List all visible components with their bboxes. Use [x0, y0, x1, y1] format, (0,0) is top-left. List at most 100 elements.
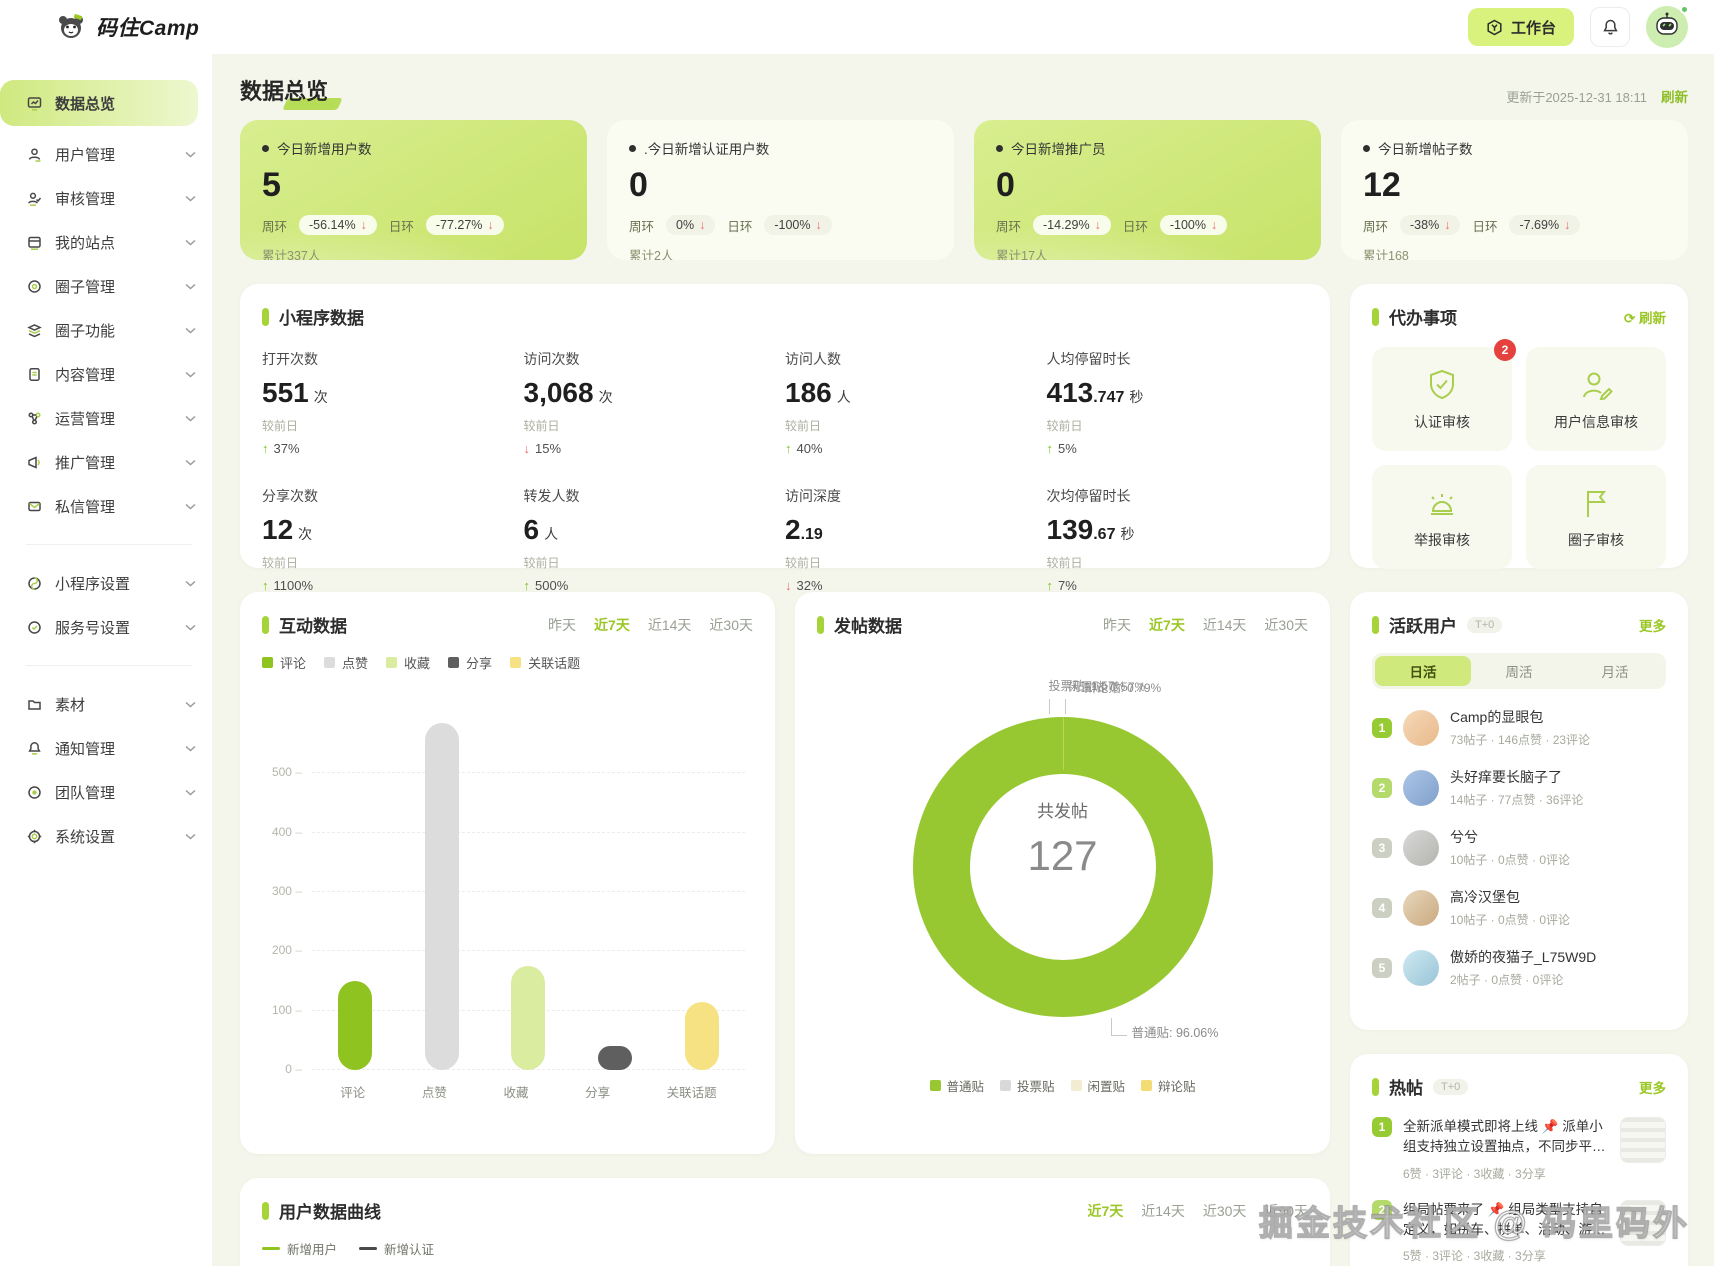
legend-item[interactable]: 普通贴 [929, 1076, 984, 1095]
legend-item[interactable]: 分享 [448, 653, 492, 672]
sidebar-item-content-management[interactable]: 内容管理 [0, 352, 212, 396]
sidebar-item-team-management[interactable]: 团队管理 [0, 770, 212, 814]
tab-daily-active[interactable]: 日活 [1375, 656, 1471, 686]
title-accent-bar [817, 615, 824, 634]
metric-delta: ↑ 5% [1046, 441, 1077, 456]
filter-30days[interactable]: 近30天 [709, 616, 753, 633]
todo-certification-review[interactable]: 2 认证审核 [1372, 339, 1516, 451]
sidebar-item-service-account-settings[interactable]: 服务号设置 [0, 605, 212, 649]
avatar [1403, 769, 1439, 806]
mail-icon [26, 498, 43, 515]
filter-7days[interactable]: 近7天 [594, 616, 630, 633]
posts-donut-chart[interactable] [912, 717, 1213, 1017]
user-list-item[interactable]: 2 头好痒要长脑子了 14帖子 · 77点赞 · 36评论 [1372, 757, 1666, 817]
user-avatar[interactable] [1646, 5, 1689, 48]
legend-item[interactable]: 闲置贴 [1070, 1076, 1125, 1095]
refresh-link[interactable]: 刷新 [1661, 90, 1688, 105]
sidebar-item-user-management[interactable]: 用户管理 [0, 132, 212, 176]
legend-item[interactable]: 收藏 [386, 653, 430, 672]
sidebar-item-review-management[interactable]: 审核管理 [0, 176, 212, 220]
filter-yesterday[interactable]: 昨天 [1103, 616, 1132, 633]
todo-circle-review[interactable]: 圈子审核 [1526, 465, 1666, 569]
hot-post-item[interactable]: 2 组局帖要来了 📌 组局类型支持自定义，如拼车、拼单、活动、游戏开黑... 5… [1372, 1199, 1666, 1265]
bar-收藏[interactable] [511, 966, 546, 1070]
chevron-down-icon [185, 701, 196, 708]
rank-badge: 5 [1372, 957, 1392, 978]
sidebar-item-private-messages[interactable]: 私信管理 [0, 484, 212, 528]
tab-monthly-active[interactable]: 月活 [1601, 665, 1629, 680]
bullet-dot [629, 144, 636, 152]
stat-card-new-posts[interactable]: 今日新增帖子数 12 周环 -38% ↓ 日环 -7.69% ↓ 累计168 [1341, 120, 1688, 260]
user-list-item[interactable]: 3 兮兮 10帖子 · 0点赞 · 0评论 [1372, 817, 1666, 877]
todo-refresh-link[interactable]: ⟳ 刷新 [1623, 310, 1666, 326]
metric-compare-label: 较前日 [1046, 556, 1083, 570]
sidebar-item-my-site[interactable]: 我的站点 [0, 220, 212, 264]
filter-90days[interactable]: 近90天 [1264, 1202, 1308, 1219]
legend-item[interactable]: 关联话题 [510, 653, 580, 672]
legend-item[interactable]: 评论 [262, 653, 306, 672]
sidebar-item-notification-management[interactable]: 通知管理 [0, 726, 212, 770]
sidebar-item-circle-features[interactable]: 圈子功能 [0, 308, 212, 352]
legend-item[interactable]: 点赞 [324, 653, 368, 672]
nodes-icon [26, 410, 43, 427]
legend-item[interactable]: 投票贴 [999, 1076, 1055, 1095]
todo-report-review[interactable]: 举报审核 [1372, 465, 1512, 569]
stat-value: 12 [1363, 166, 1401, 204]
bar-分享[interactable] [598, 1046, 633, 1070]
week-ring-pill: 0% ↓ [666, 215, 716, 235]
sidebar-item-circle-management[interactable]: 圈子管理 [0, 264, 212, 308]
bar-关联话题[interactable] [684, 1001, 719, 1070]
active-users-more-link[interactable]: 更多 [1639, 618, 1666, 634]
hot-post-item[interactable]: 1 全新派单模式即将上线 📌 派单小组支持独立设置抽点，不同步平台服务... 6… [1372, 1117, 1666, 1182]
bullet-dot [996, 144, 1003, 152]
user-icon [26, 146, 43, 163]
metric-cell: 访问次数 3,068 次较前日 ↓ 15% [524, 349, 786, 456]
interaction-plot: 0100200300400500 [272, 702, 745, 1076]
filter-30days[interactable]: 近30天 [1264, 616, 1308, 633]
panel-title: 用户数据曲线 [279, 1203, 381, 1222]
notification-bell-button[interactable] [1590, 7, 1630, 47]
bar-点赞[interactable] [424, 722, 459, 1070]
filter-yesterday[interactable]: 昨天 [548, 616, 577, 633]
metric-delta: ↑ 7% [1046, 578, 1077, 593]
metric-cell: 人均停留时长 413.747 秒较前日 ↑ 5% [1047, 349, 1309, 456]
sidebar-item-operations-management[interactable]: 运营管理 [0, 396, 212, 440]
sidebar-item-miniapp-settings[interactable]: 小程序设置 [0, 561, 212, 605]
stat-card-new-verified-users[interactable]: .今日新增认证用户数 0 周环 0% ↓ 日环 -100% ↓ 累计2人 [607, 120, 954, 260]
user-list-item[interactable]: 1 Camp的显眼包 73帖子 · 146点赞 · 23评论 [1372, 697, 1666, 757]
dashboard-icon [26, 95, 43, 112]
stat-card-new-users[interactable]: 今日新增用户数 5 周环 -56.14% ↓ 日环 -77.27% ↓ 累计337人 [240, 120, 587, 260]
filter-14days[interactable]: 近14天 [647, 616, 692, 633]
user-list-item[interactable]: 5 傲娇的夜猫子_L75W9D 2帖子 · 0点赞 · 0评论 [1372, 937, 1666, 997]
flag-icon [1578, 485, 1614, 521]
panel-title: 活跃用户 [1389, 617, 1457, 636]
rank-badge: 1 [1372, 1117, 1392, 1137]
stat-card-new-promoters[interactable]: 今日新增推广员 0 周环 -14.29% ↓ 日环 -100% ↓ 累计17人 [974, 120, 1321, 260]
filter-7days[interactable]: 近7天 [1149, 616, 1185, 633]
filter-7days[interactable]: 近7天 [1087, 1202, 1124, 1219]
bell-icon [26, 740, 43, 757]
filter-30days[interactable]: 近30天 [1202, 1202, 1247, 1219]
arrow-down-icon: ↓ [815, 218, 822, 232]
site-watermark: 掘金技术社区 @ 码里码外 [1258, 1204, 1690, 1243]
workbench-button[interactable]: 工作台 [1467, 8, 1574, 46]
rank-badge: 1 [1372, 717, 1392, 738]
sidebar-item-promotion-management[interactable]: 推广管理 [0, 440, 212, 484]
legend-item[interactable]: 辩论贴 [1141, 1076, 1196, 1095]
avatar [1403, 889, 1439, 926]
hexagon-icon [1486, 19, 1503, 36]
t0-badge: T+0 [1433, 1078, 1469, 1095]
posts-panel: 发帖数据 昨天 近7天 近14天 近30天 投票贴: 1.57% [795, 592, 1330, 1154]
filter-14days[interactable]: 近14天 [1141, 1202, 1185, 1219]
bar-评论[interactable] [338, 980, 373, 1070]
main-content: 数据总览 更新于2025-12-31 18:11 刷新 今日新增用户数 5 周环… [212, 54, 1714, 1266]
sidebar-item-data-overview[interactable]: 数据总览 [0, 80, 198, 126]
hot-posts-more-link[interactable]: 更多 [1639, 1080, 1666, 1096]
sidebar-item-system-settings[interactable]: 系统设置 [0, 814, 212, 858]
rank-badge: 2 [1372, 777, 1392, 798]
filter-14days[interactable]: 近14天 [1202, 616, 1247, 633]
tab-weekly-active[interactable]: 周活 [1505, 665, 1533, 680]
todo-user-info-review[interactable]: 用户信息审核 [1526, 347, 1666, 451]
user-list-item[interactable]: 4 高冷汉堡包 10帖子 · 0点赞 · 0评论 [1372, 877, 1666, 937]
sidebar-item-materials[interactable]: 素材 [0, 682, 212, 726]
